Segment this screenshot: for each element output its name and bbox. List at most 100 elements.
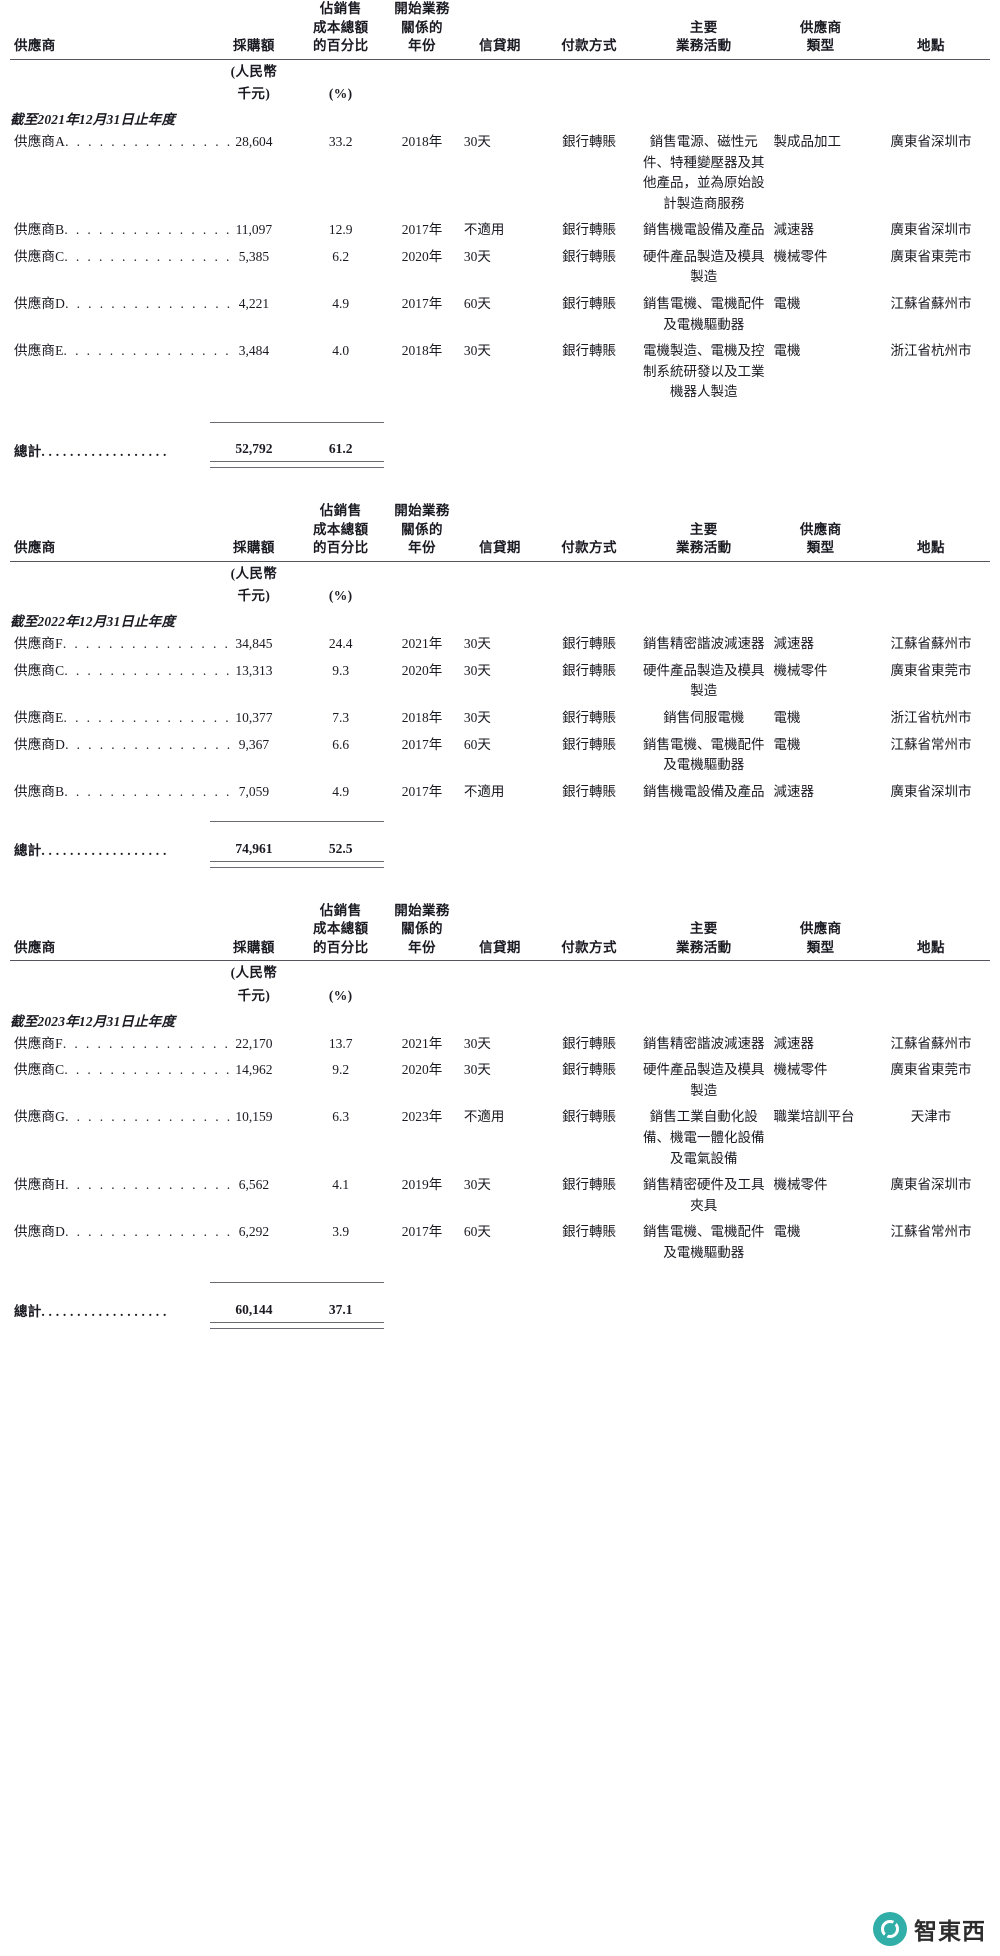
cell-supplier: 供應商B. . . . . . . . . . . . . . .: [14, 222, 232, 238]
cell-percentage: 13.7: [328, 1035, 353, 1051]
col-header-amount-label: 採購額: [233, 38, 275, 54]
table-header: 供應商 採購額 佔銷售 成本總額 的百分比 開始業務 關係的 年份: [10, 0, 990, 60]
cell-main-activity: 銷售精密諧波減速器: [643, 1035, 765, 1051]
cell-percentage: 9.2: [332, 1062, 350, 1078]
cell-credit-period: 30天: [463, 1035, 491, 1051]
cell-location: 浙江省杭州市: [890, 709, 972, 725]
cell-supplier-type: 減速器: [773, 636, 814, 652]
cell-credit-period: 60天: [463, 736, 491, 752]
cell-supplier-type: 電機: [773, 736, 801, 752]
table-row: 供應商B. . . . . . . . . . . . . . . 11,097…: [10, 217, 990, 244]
subtotal-rule: [10, 421, 990, 424]
table-row: 供應商G. . . . . . . . . . . . . . . 10,159…: [10, 1104, 990, 1172]
supplier-table-block-2022: 供應商 採購額 佔銷售 成本總額 的百分比 開始業務 關係的 年份: [10, 502, 990, 868]
cell-payment-method: 銀行轉賬: [562, 636, 617, 652]
unit-amount-2: 千元): [237, 86, 271, 102]
period-caption-row: 截至2021年12月31日止年度: [10, 104, 990, 129]
cell-main-activity: 銷售精密諧波減速器: [643, 636, 765, 652]
cell-supplier: 供應商F. . . . . . . . . . . . . . .: [14, 636, 231, 652]
cell-payment-method: 銀行轉賬: [562, 1224, 617, 1240]
subtotal-rule: [10, 821, 990, 824]
total-label: 總計. . . . . . . . . . . . . . . . . .: [14, 443, 167, 459]
cell-amount: 3,484: [238, 343, 270, 359]
cell-payment-method: 銀行轉賬: [562, 1062, 617, 1078]
col-header-location: 地點: [871, 0, 990, 60]
cell-main-activity: 電機製造、電機及控制系統研發以及工業機器人製造: [643, 343, 765, 400]
rule-gap: [10, 424, 990, 438]
cell-payment-method: 銀行轉賬: [562, 1035, 617, 1051]
col-header-supplier: 供應商: [10, 502, 211, 562]
col-header-credit-period: 信貸期: [459, 0, 541, 60]
cell-start-year: 2017年: [401, 736, 443, 752]
total-percentage: 61.2: [328, 441, 353, 457]
cell-payment-method: 銀行轉賬: [562, 222, 617, 238]
col-header-start-year: 開始業務 關係的 年份: [384, 0, 460, 60]
cell-amount: 6,562: [238, 1177, 270, 1193]
table-row: 供應商D. . . . . . . . . . . . . . . 6,292 …: [10, 1219, 990, 1266]
cell-supplier-type: 機械零件: [773, 248, 828, 264]
cell-percentage: 4.9: [332, 295, 350, 311]
table-body: (人民幣 千元) (%) 截至2021年12月31日止年度 供應商A. .: [10, 59, 990, 469]
total-label: 總計. . . . . . . . . . . . . . . . . .: [14, 843, 167, 859]
cell-percentage: 6.2: [332, 248, 350, 264]
cell-percentage: 3.9: [332, 1224, 350, 1240]
cell-amount: 10,377: [235, 709, 273, 725]
cell-payment-method: 銀行轉賬: [562, 1109, 617, 1125]
cell-supplier-type: 電機: [773, 709, 801, 725]
unit-percent: (%): [328, 987, 353, 1003]
supplier-table-block-2023: 供應商 採購額 佔銷售 成本總額 的百分比 開始業務 關係的 年份: [10, 901, 990, 1329]
col-header-payment-method: 付款方式: [540, 901, 639, 962]
cell-percentage: 4.1: [332, 1177, 350, 1193]
cell-main-activity: 銷售電機、電機配件及電機驅動器: [643, 295, 765, 332]
cell-start-year: 2017年: [401, 295, 443, 311]
cell-supplier-type: 減速器: [773, 222, 814, 238]
cell-location: 江蘇省蘇州市: [890, 1035, 972, 1051]
cell-payment-method: 銀行轉賬: [562, 783, 617, 799]
table-row: 供應商C. . . . . . . . . . . . . . . 14,962…: [10, 1057, 990, 1104]
total-label: 總計. . . . . . . . . . . . . . . . . .: [14, 1304, 167, 1320]
spacer-row: [10, 406, 990, 423]
cell-location: 江蘇省常州市: [890, 1224, 972, 1240]
cell-location: 江蘇省常州市: [890, 736, 972, 752]
cell-payment-method: 銀行轉賬: [562, 662, 617, 678]
subtotal-rule: [10, 1282, 990, 1285]
cell-supplier-type: 電機: [773, 343, 801, 359]
cell-payment-method: 銀行轉賬: [562, 248, 617, 264]
total-row: 總計. . . . . . . . . . . . . . . . . . 60…: [10, 1298, 990, 1322]
col-header-start-year: 開始業務 關係的 年份: [384, 502, 460, 562]
cell-location: 廣東省東莞市: [890, 1062, 972, 1078]
cell-supplier: 供應商B. . . . . . . . . . . . . . .: [14, 783, 232, 799]
cell-main-activity: 銷售機電設備及產品: [643, 222, 765, 238]
table-row: 供應商H. . . . . . . . . . . . . . . 6,562 …: [10, 1172, 990, 1219]
col-header-location: 地點: [871, 901, 990, 962]
col-header-main-activity: 主要 業務活動: [638, 0, 770, 60]
cell-location: 江蘇省蘇州市: [890, 295, 972, 311]
total-row: 總計. . . . . . . . . . . . . . . . . . 52…: [10, 438, 990, 462]
cell-location: 天津市: [910, 1109, 952, 1125]
total-double-rule: [10, 461, 990, 469]
cell-payment-method: 銀行轉賬: [562, 343, 617, 359]
col-header-supplier: 供應商: [10, 901, 211, 962]
cell-amount: 22,170: [235, 1035, 273, 1051]
cell-supplier: 供應商D. . . . . . . . . . . . . . .: [14, 1224, 233, 1240]
cell-supplier: 供應商E. . . . . . . . . . . . . . .: [14, 709, 232, 725]
cell-credit-period: 30天: [463, 1062, 491, 1078]
cell-main-activity: 硬件產品製造及模具製造: [643, 1062, 765, 1098]
cell-amount: 5,385: [238, 248, 270, 264]
cell-start-year: 2021年: [401, 636, 443, 652]
cell-percentage: 7.3: [332, 709, 350, 725]
table-body: (人民幣 千元) (%) 截至2022年12月31日止年度 供應商F. .: [10, 561, 990, 868]
cell-credit-period: 不適用: [463, 222, 505, 238]
cell-credit-period: 30天: [463, 636, 491, 652]
total-amount: 52,792: [235, 441, 273, 457]
total-row: 總計. . . . . . . . . . . . . . . . . . 74…: [10, 837, 990, 861]
unit-percent: (%): [328, 86, 353, 102]
table-row: 供應商D. . . . . . . . . . . . . . . 4,221 …: [10, 291, 990, 338]
cell-supplier-type: 機械零件: [773, 1177, 828, 1193]
cell-main-activity: 銷售電源、磁性元件、特種變壓器及其他產品，並為原始設計製造商服務: [643, 134, 765, 211]
table-row: 供應商B. . . . . . . . . . . . . . . 7,059 …: [10, 779, 990, 806]
col-header-credit-period: 信貸期: [459, 901, 541, 962]
cell-location: 廣東省東莞市: [890, 248, 972, 264]
cell-amount: 9,367: [238, 736, 270, 752]
cell-percentage: 4.0: [332, 343, 350, 359]
